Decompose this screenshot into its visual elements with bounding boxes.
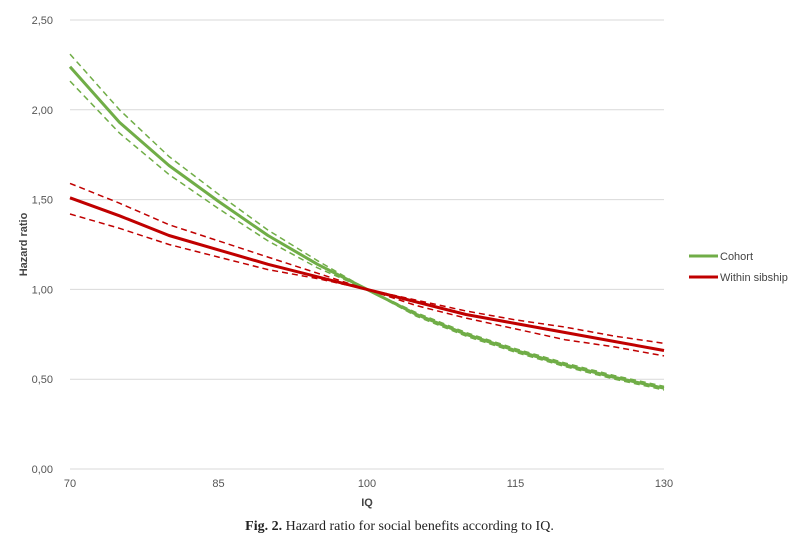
ci-upper-line [69,53,665,388]
x-tick-label: 70 [64,478,76,490]
x-tick-label: 100 [358,478,376,490]
y-tick-label: 2,50 [32,15,53,27]
y-tick-label: 0,50 [32,374,53,386]
legend: Cohort Within sibship [689,251,788,284]
legend-label: Within sibship [720,272,788,284]
legend-label: Cohort [720,251,753,263]
ci-upper-line [69,182,665,345]
y-tick-label: 0,00 [32,464,53,476]
y-axis-ticks: 0,00 0,50 1,00 1,50 2,00 2,50 [32,15,53,476]
y-tick-label: 1,50 [32,195,53,207]
ci-lower-line [69,213,665,357]
figure-caption: Fig. 2. Hazard ratio for social benefits… [0,519,799,535]
ci-lower-line [69,80,665,391]
y-axis-title: Hazard ratio [18,212,30,276]
caption-label: Fig. 2. [245,519,283,534]
x-tick-label: 130 [655,478,673,490]
series-line [68,65,665,390]
gridlines [70,19,664,470]
series-line [69,196,665,352]
x-tick-label: 85 [212,478,224,490]
x-tick-label: 115 [507,478,525,490]
hazard-ratio-chart: 0,00 0,50 1,00 1,50 2,00 2,50 70 85 100 115 130 H… [18,15,788,509]
y-tick-label: 2,00 [32,105,53,117]
caption-text: Hazard ratio for social benefits accordi… [285,519,554,534]
series-lines [68,53,665,391]
x-axis-ticks: 70 85 100 115 130 [64,478,673,490]
y-tick-label: 1,00 [32,284,53,296]
x-axis-title: IQ [361,497,373,509]
